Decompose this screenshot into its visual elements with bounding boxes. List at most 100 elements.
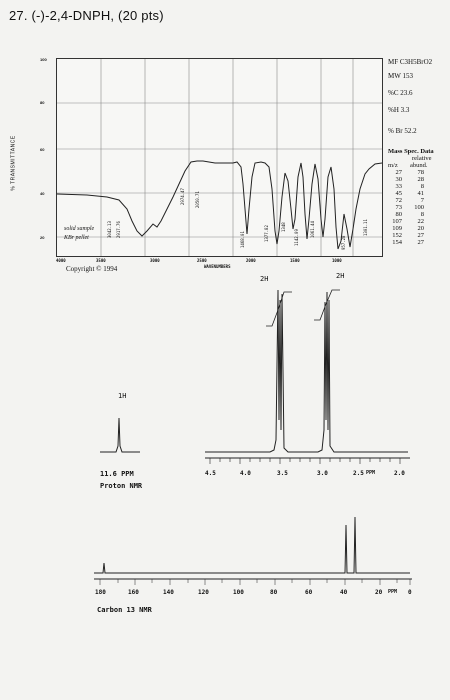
mass-spec-mz: 73 [395, 204, 403, 211]
proton-axis-tick: 3.5 [277, 470, 288, 477]
proton-nmr-trace [205, 289, 408, 453]
proton-axis-tick: 2.5 [353, 470, 364, 477]
mass-spec-abundance: 100 [414, 204, 424, 211]
carbon-nmr-label: Carbon 13 NMR [97, 606, 152, 614]
question-title: 27. (-)-2,4-DNPH, (20 pts) [9, 8, 164, 23]
ir-x-tick: 3500 [96, 258, 106, 263]
percent-hydrogen: %H 3.3 [388, 106, 410, 114]
proton-nmr-section: 2H 2H 1H 11.6 PPM Proton NMR 4.5 4.0 3.5… [0, 270, 450, 500]
integral-label-1: 2H [260, 275, 269, 283]
carbon-nmr-trace [94, 516, 410, 574]
mass-spec-relative: relative [412, 155, 432, 162]
mass-spec-abundance: 22 [417, 218, 425, 225]
mass-spec-title: Mass Spec. Data [388, 148, 434, 155]
ir-x-axis-label: WAVENUMBERS [204, 264, 231, 269]
carbon-axis-tick: 20 [375, 589, 383, 596]
carbon-axis-tick: 60 [305, 589, 313, 596]
mass-spec-abundance: 20 [417, 225, 425, 232]
mass-spec-mz: 72 [395, 197, 403, 204]
compound-info-panel: MF C3H5BrO2 MW 153 %C 23.6 %H 3.3 % Br 5… [388, 58, 446, 246]
mass-spec-mz: 27 [395, 169, 403, 176]
ir-x-tick: 1500 [290, 258, 300, 263]
proton-nmr-label: Proton NMR [100, 482, 143, 490]
ir-x-tick: 3000 [150, 258, 160, 263]
ir-x-tick: 4000 [56, 258, 66, 263]
carbon-axis-tick: 40 [340, 589, 348, 596]
inset-peak-trace [100, 417, 140, 453]
carbon-nmr-ticks [99, 579, 411, 585]
mass-spec-mz: 152 [392, 232, 402, 239]
proton-axis-tick: 2.0 [394, 470, 405, 477]
mass-spec-mz: 109 [392, 225, 402, 232]
ir-spectrum-svg [57, 59, 382, 256]
mass-spec-abundance: 8 [420, 183, 424, 190]
mass-spec-abundance: 41 [417, 190, 425, 197]
ir-x-tick: 2500 [197, 258, 207, 263]
carbon-axis-tick: 120 [198, 589, 209, 596]
mass-spec-rows: 27 78 30 28 33 8 45 41 72 7 73 100 80 8 107 22 109 20 152 2… [388, 169, 446, 246]
mass-spec-mz: 154 [392, 239, 402, 246]
ir-peak-label: 2974.47 [180, 188, 185, 205]
mass-spec-abundance: 27 [417, 239, 425, 246]
mass-spec-mz: 45 [395, 190, 403, 197]
ir-y-tick: 100 [40, 57, 47, 62]
ir-peak-label: 1301.11 [363, 219, 368, 236]
ir-sample-note-2: KBr pellet [64, 235, 89, 241]
proton-axis-tick: 4.0 [240, 470, 251, 477]
mass-spec-mz: 107 [392, 218, 402, 225]
ir-peak-label: 1061.44 [310, 221, 315, 238]
ir-peak-label: 2917.76 [116, 221, 121, 238]
percent-carbon: %C 23.6 [388, 89, 413, 97]
mass-spec-abundance: 27 [417, 232, 425, 239]
ir-peak-label: 3042.13 [107, 221, 112, 238]
mass-spec-abundance: 28 [417, 176, 425, 183]
inset-label: 1H [118, 392, 127, 400]
ir-peak-label: 1468.01 [240, 231, 245, 248]
integral-label-2: 2H [336, 272, 345, 280]
ir-peak-label: 957.28 [341, 235, 346, 250]
mass-spec-row: 45 41 [388, 190, 446, 197]
mass-spec-row: 109 20 [388, 225, 446, 232]
mass-spec-col-abund: abund. [410, 162, 428, 169]
ir-x-tick: 1000 [332, 258, 342, 263]
ir-x-tick: 2000 [246, 258, 256, 263]
mass-spec-header: m/z abund. [388, 162, 446, 169]
mass-spec-mz: 80 [395, 211, 403, 218]
ir-spectrum-chart [56, 58, 383, 257]
molecular-weight: MW 153 [388, 72, 413, 80]
proton-axis-tick: 4.5 [205, 470, 216, 477]
mass-spec-mz: 33 [395, 183, 403, 190]
ir-peak-label: 1377.82 [264, 225, 269, 242]
ir-peak-label: 1142.09 [294, 229, 299, 246]
inset-ppm-label: 11.6 PPM [100, 470, 134, 478]
carbon-axis-tick: 180 [95, 589, 106, 596]
integral-2 [314, 289, 340, 321]
mass-spec-row: 107 22 [388, 218, 446, 225]
ir-y-axis-label: % TRANSMITTANCE [10, 135, 17, 191]
carbon-axis-tick: 80 [270, 589, 278, 596]
ir-y-tick: 20 [40, 235, 45, 240]
mass-spec-abundance: 7 [420, 197, 424, 204]
carbon-nmr-svg [94, 516, 412, 585]
mass-spec-abundance: 78 [417, 169, 425, 176]
mass-spec-abundance: 8 [420, 211, 424, 218]
copyright: Copyright © 1994 [66, 265, 118, 273]
proton-nmr-svg [100, 289, 410, 464]
carbon-axis-unit: PPM [388, 589, 398, 595]
ir-sample-note-1: solid sample [64, 226, 95, 232]
mass-spec-row: 152 27 [388, 232, 446, 239]
ir-peak-label: 2050.71 [195, 191, 200, 208]
mass-spec-row: 27 78 [388, 169, 446, 176]
ir-trace [57, 160, 382, 250]
carbon-axis-tick: 100 [233, 589, 244, 596]
carbon-axis-tick: 160 [128, 589, 139, 596]
proton-nmr-ticks [209, 458, 401, 464]
ir-y-tick: 60 [40, 147, 45, 152]
carbon-nmr-section: 180 160 140 120 100 80 60 40 20 PPM 0 Ca… [0, 505, 450, 635]
carbon-axis-tick: 140 [163, 589, 174, 596]
integral-1 [266, 291, 292, 327]
ir-y-tick: 40 [40, 191, 45, 196]
carbon-axis-tick: 0 [408, 589, 412, 596]
mass-spec-mz: 30 [395, 176, 403, 183]
mass-spec-row: 33 8 [388, 183, 446, 190]
